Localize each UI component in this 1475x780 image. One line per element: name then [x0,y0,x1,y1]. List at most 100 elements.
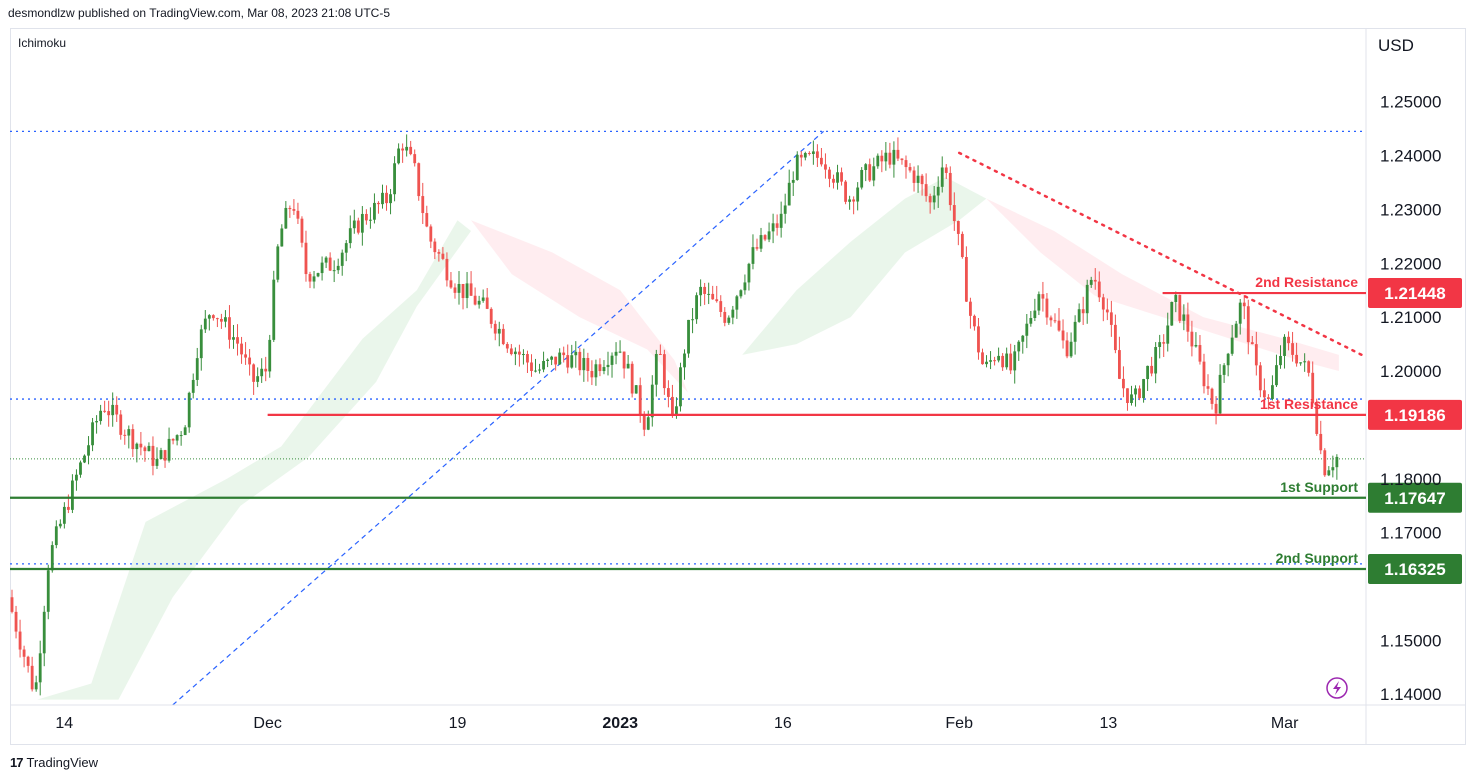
candle-body [1013,351,1017,371]
candle-body [296,210,300,219]
candle-body [215,318,219,320]
candle-body [147,445,151,452]
candle-body [803,153,807,158]
candle-body [868,164,872,181]
candle-body [91,422,94,446]
candle-body [960,233,964,258]
candle-body [1101,297,1105,310]
candle-body [26,656,30,666]
ichimoku-cloud-bullish [37,220,472,700]
candle-body [1254,344,1258,366]
support-level-label: 2nd Support [1276,550,1359,566]
candle-body [288,207,292,210]
candle-body [932,195,936,203]
candle-body [634,385,638,394]
candle-body [606,364,610,368]
support-price-tag [1368,482,1462,513]
candle-body [167,438,171,461]
candle-body [42,611,46,654]
candle-body [300,218,304,243]
candle-body [393,163,396,195]
time-axis-tick-label: Feb [945,715,973,732]
candle-body [228,317,231,340]
candle-body [199,329,203,359]
publish-header: desmondlzw published on TradingView.com,… [8,6,390,20]
candle-body [320,262,324,274]
candle-body [1017,341,1021,352]
candle-body [501,328,505,345]
candle-body [87,445,90,456]
candle-body [836,172,839,183]
candle-body [799,154,803,158]
candle-body [985,361,988,365]
candle-body [1021,335,1025,342]
candle-body [880,155,884,162]
candle-body [654,353,658,385]
candle-body [888,152,892,165]
candle-body [368,219,372,221]
candle-body [1081,309,1085,314]
candle-body [679,367,682,407]
candle-body [554,356,558,365]
plot-area [10,130,1366,705]
candle-body [38,653,42,683]
candle-body [1037,294,1041,311]
candle-body [421,196,425,214]
price-axis-tick-label: 1.17000 [1380,524,1441,543]
candle-body [1246,306,1250,343]
candle-body [244,354,247,358]
candle-body [1178,294,1182,321]
candle-body [1077,309,1081,322]
candle-body [1174,294,1178,303]
time-axis-tick-label: 16 [774,715,792,732]
candle-body [1097,281,1101,298]
candle-body [650,384,654,418]
candle-body [699,286,703,296]
candle-body [916,175,920,183]
candle-body [256,376,260,382]
candle-body [1206,386,1210,389]
candle-body [832,178,835,183]
candle-body [936,186,940,196]
candle-body [948,172,952,206]
candle-body [14,611,18,632]
footer-brand[interactable]: 17 TradingView [10,752,98,772]
candle-body [530,362,533,372]
candle-body [1154,347,1158,374]
candle-body [18,631,22,650]
candle-body [1262,390,1266,398]
candle-body [542,360,545,370]
candle-body [630,363,634,394]
candle-body [1105,309,1109,313]
indicator-label[interactable]: Ichimoku [18,36,67,50]
price-axis-tick-label: 1.22000 [1380,254,1441,273]
candle-body [1162,342,1166,344]
candle-body [131,429,135,450]
candle-body [956,221,960,234]
candle-body [364,213,368,221]
candle-body [759,235,763,249]
ichimoku-cloud-bullish [742,177,987,355]
candle-body [771,223,775,232]
candle-body [1250,342,1254,345]
candle-body [509,348,513,355]
candle-body [1194,345,1198,347]
candle-body [1279,355,1282,366]
candle-body [562,352,566,356]
tradingview-logo-icon: 17 [10,754,24,770]
candle-body [1287,336,1290,344]
candle-body [513,351,517,355]
candle-body [276,246,280,280]
resistance-price-tag-label: 1.19186 [1384,406,1445,425]
candle-body [642,414,646,430]
candle-body [453,287,457,293]
candle-body [445,258,449,281]
candle-body [127,429,131,436]
candle-body [666,388,670,397]
chart-frame [10,28,1466,745]
time-axis-tick-label: 14 [55,715,73,732]
candle-body [687,319,690,354]
candle-body [723,311,727,323]
candle-body [602,367,606,372]
